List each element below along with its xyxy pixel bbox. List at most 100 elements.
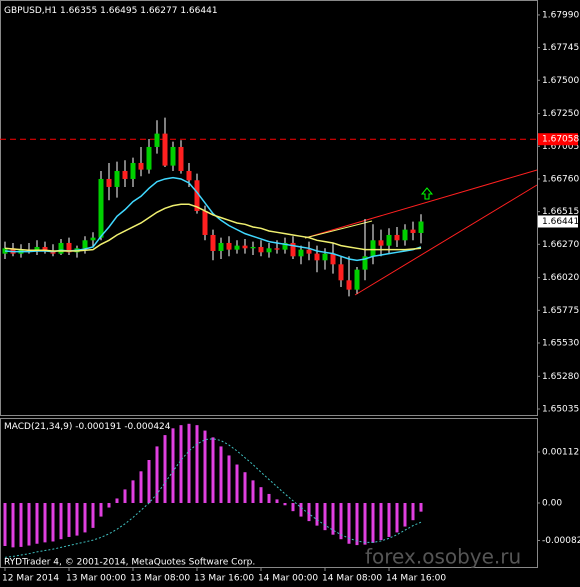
candle-body (162, 133, 168, 166)
macd-bar (43, 503, 47, 543)
macd-bar (83, 503, 87, 533)
macd-bar (235, 464, 239, 504)
candle-body (154, 133, 160, 147)
y-tick-label: 1.67250 (542, 109, 579, 119)
macd-bar (243, 472, 247, 504)
candle-body (138, 162, 144, 170)
x-tick-label: 13 Mar 08:00 (130, 574, 190, 584)
candle-body (170, 146, 176, 166)
macd-bar (291, 503, 295, 512)
macd-title: MACD(21,34,9) (4, 422, 72, 432)
candle-body (330, 253, 336, 265)
y-tick-label: 1.65035 (542, 404, 579, 414)
level-label: 1.67058 (542, 135, 579, 145)
main-frame (0, 0, 538, 416)
macd-bar (203, 430, 207, 504)
macd-bar (275, 499, 279, 504)
candle-body (234, 245, 240, 250)
macd-bar (115, 498, 119, 504)
candle-body (410, 229, 416, 233)
macd-bar (251, 480, 255, 504)
macd-bar (19, 503, 23, 547)
candle-body (186, 170, 192, 181)
candle-body (354, 269, 360, 290)
macd-bar (339, 503, 343, 540)
y-tick-label: 0.001127 (542, 447, 580, 457)
candle-body (90, 237, 96, 241)
candle-body (258, 246, 264, 253)
macd-bar (283, 503, 287, 506)
macd-bar (195, 425, 199, 504)
candle-body (242, 245, 248, 249)
macd-bar (59, 503, 63, 540)
macd-bar (315, 503, 319, 526)
candle-body (282, 242, 288, 250)
macd-bar (179, 425, 183, 504)
macd-bar (147, 460, 151, 504)
candle-body (338, 264, 344, 281)
candle-body (314, 253, 320, 261)
candle-body (370, 240, 376, 257)
y-tick-label: 1.65280 (542, 372, 579, 382)
y-tick-label: 1.67005 (542, 142, 579, 152)
macd-bar (3, 503, 7, 546)
candle-body (298, 249, 304, 257)
macd-bar (107, 503, 111, 508)
candle-body (322, 253, 328, 261)
y-tick-label: 1.66760 (542, 174, 579, 184)
macd-bar (411, 503, 415, 521)
macd-bar (171, 428, 175, 504)
candle-body (202, 210, 208, 235)
macd-bar (331, 503, 335, 535)
macd-value: -0.000191 (75, 422, 121, 432)
candle-body (346, 280, 352, 290)
macd-bar (139, 471, 143, 504)
candle-body (274, 248, 280, 250)
candle-body (114, 170, 120, 187)
copyright: RYDTrader 4, © 2001-2014, MetaQuotes Sof… (4, 558, 255, 568)
macd-frame (0, 418, 538, 568)
candle-body (226, 242, 232, 250)
macd-bar (379, 503, 383, 541)
candle-body (306, 249, 312, 254)
macd-bar (323, 503, 327, 531)
macd-bar (403, 503, 407, 527)
y-tick-label: 1.67990 (542, 10, 579, 20)
candle-body (402, 229, 408, 241)
macd-bar (123, 489, 127, 504)
up-arrow (420, 187, 434, 200)
candle-body (42, 246, 48, 251)
x-tick-label: 14 Mar 08:00 (322, 574, 382, 584)
candle-body (178, 146, 184, 171)
macd-bar (51, 503, 55, 542)
candle-body (82, 240, 88, 249)
candle-body (418, 221, 424, 233)
macd-bar (187, 423, 191, 504)
x-tick-label: 13 Mar 00:00 (66, 574, 126, 584)
macd-bar (307, 503, 311, 522)
x-tick-label: 12 Mar 2014 (2, 574, 59, 584)
candle-body (66, 242, 72, 253)
macd-bar (11, 503, 15, 548)
macd-bar (219, 446, 223, 504)
macd-bar (387, 503, 391, 537)
candle-body (122, 170, 128, 179)
candle-body (106, 178, 112, 187)
macd-bar (267, 493, 271, 504)
macd-bar (67, 503, 71, 537)
price-label-box (538, 215, 578, 228)
open: 1.66355 (60, 6, 97, 16)
chart-header: GBPUSD,H1 1.66355 1.66495 1.66277 1.6644… (4, 6, 218, 16)
macd-bar (299, 503, 303, 517)
candle-body (386, 234, 392, 246)
macd-bar (163, 435, 167, 504)
indicator-line (4, 203, 422, 252)
y-tick-label: 1.66020 (542, 273, 579, 283)
candle-body (98, 178, 104, 238)
candle-body (266, 248, 272, 253)
candle-body (218, 242, 224, 251)
close: 1.66441 (180, 6, 217, 16)
macd-bar (131, 480, 135, 504)
